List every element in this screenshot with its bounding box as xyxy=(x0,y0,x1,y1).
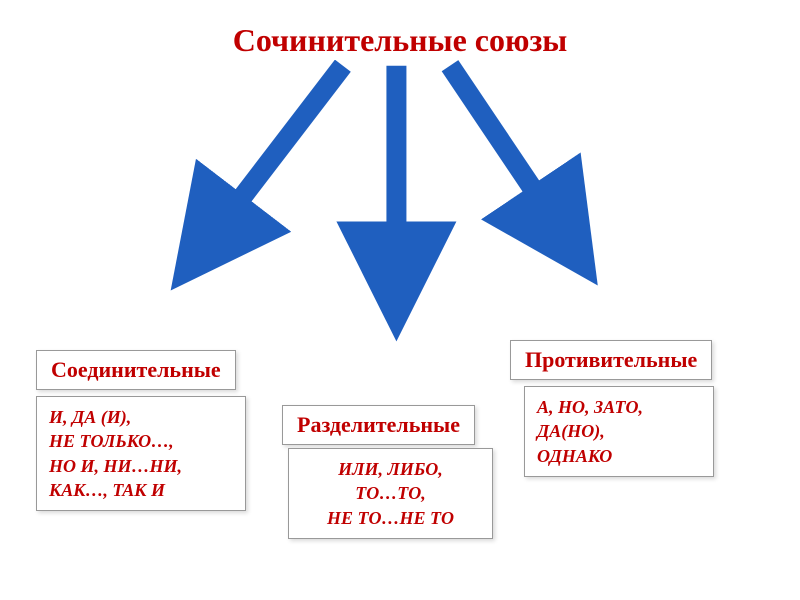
arrow-right xyxy=(450,66,564,236)
examples-connective: И, ДА (И), НЕ ТОЛЬКО…, НО И, НИ…НИ, КАК…… xyxy=(36,396,246,511)
category-adversative: Противительные xyxy=(510,340,712,380)
examples-adversative: А, НО, ЗАТО, ДА(НО), ОДНАКО xyxy=(524,386,714,477)
main-title: Сочинительные союзы xyxy=(233,22,568,59)
category-disjunctive: Разделительные xyxy=(282,405,475,445)
arrow-left xyxy=(207,66,343,243)
examples-disjunctive: ИЛИ, ЛИБО, ТО…ТО, НЕ ТО…НЕ ТО xyxy=(288,448,493,539)
arrows-svg xyxy=(0,60,800,360)
category-connective: Соединительные xyxy=(36,350,236,390)
